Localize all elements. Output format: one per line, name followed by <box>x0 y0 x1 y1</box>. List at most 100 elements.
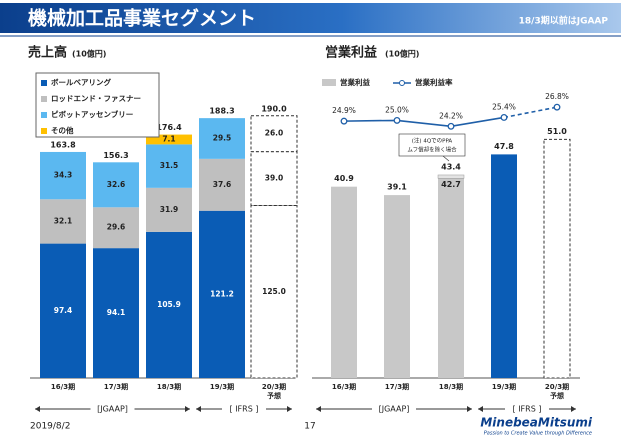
value-label: 31.5 <box>160 161 179 170</box>
note-text: (注) 4QでのPPA <box>412 137 453 145</box>
legend-swatch <box>41 128 47 134</box>
bar <box>331 186 357 378</box>
x-tick-label: 19/3期 <box>210 382 234 391</box>
period-label: [ IFRS ] <box>230 405 259 414</box>
bar-segment <box>250 151 298 206</box>
header-title: 機械加工品事業セグメント <box>28 7 256 30</box>
footer-date: 2019/8/2 <box>30 422 70 432</box>
value-label: 31.9 <box>160 205 179 214</box>
line-value-label: 24.2% <box>439 111 463 120</box>
legend-label: ピボットアッセンブリー <box>51 109 133 119</box>
chart-title: 売上高 <box>28 45 67 61</box>
bar <box>438 178 464 378</box>
bar-segment <box>199 158 245 211</box>
value-label: 51.0 <box>547 127 567 136</box>
total-label: 163.8 <box>50 140 76 149</box>
header-note: 18/3期以前はJGAAP <box>519 15 609 27</box>
value-label: 97.4 <box>54 306 73 315</box>
page-number: 17 <box>304 422 315 432</box>
value-label: 39.1 <box>387 183 407 192</box>
bar-segment <box>146 231 192 378</box>
legend-label: ボールベアリング <box>51 77 111 87</box>
line-value-label: 24.9% <box>332 106 356 115</box>
bar-segment <box>146 144 192 188</box>
value-label: 121.2 <box>210 289 234 298</box>
note-text: ムフ償却を除く場合 <box>407 146 457 154</box>
chart-unit: (10億円) <box>72 49 106 59</box>
chart-title: 営業利益 <box>325 45 377 61</box>
x-tick-label: 16/3期 <box>51 382 75 391</box>
period-label: [ IFRS ] <box>513 405 542 414</box>
period-label: [JGAAP] <box>97 405 128 414</box>
period-label-bg <box>505 403 549 415</box>
bar <box>543 138 571 379</box>
x-tick-label: 17/3期 <box>104 382 128 391</box>
legend-swatch <box>41 112 47 118</box>
legend-label: 営業利益 <box>340 77 370 87</box>
bar-segment <box>93 207 139 249</box>
value-label: 32.1 <box>54 216 73 225</box>
line-marker <box>393 116 401 124</box>
x-tick-note: 予想 <box>550 391 564 400</box>
bar-segment <box>40 199 86 244</box>
line-marker <box>500 114 508 121</box>
line-value-label: 25.4% <box>492 102 516 111</box>
bar <box>384 195 410 378</box>
legend-marker <box>399 80 405 86</box>
bar-segment <box>146 187 192 232</box>
total-label: 176.4 <box>156 123 182 132</box>
value-label: 32.6 <box>107 180 126 189</box>
line-forecast <box>503 106 558 119</box>
value-label: 37.6 <box>213 180 232 189</box>
value-label: 39.0 <box>265 174 284 183</box>
x-tick-note: 予想 <box>267 391 281 400</box>
bar-segment <box>199 210 245 378</box>
legend-swatch <box>41 80 47 86</box>
x-tick-label: 17/3期 <box>385 382 409 391</box>
period-label-bg <box>372 403 416 415</box>
total-label: 188.3 <box>209 107 234 116</box>
x-tick-label: 20/3期 <box>545 382 569 391</box>
line-value-label: 25.0% <box>385 105 409 114</box>
value-label: 7.1 <box>162 134 175 143</box>
x-tick-label: 20/3期 <box>262 382 286 391</box>
legend-label: 営業利益率 <box>415 77 453 87</box>
value-label: 42.7 <box>441 180 461 189</box>
note-pointer <box>442 155 450 162</box>
logo: MinebeaMitsumi <box>480 416 593 430</box>
line-marker <box>340 117 348 125</box>
total-label: 190.0 <box>261 104 287 113</box>
period-label: [JGAAP] <box>379 405 410 414</box>
note-box <box>398 133 466 157</box>
value-label: 26.0 <box>265 129 284 138</box>
bar-segment <box>250 115 298 153</box>
legend-swatch <box>322 79 336 86</box>
legend-swatch <box>41 96 47 102</box>
legend-label: その他 <box>51 125 74 135</box>
bar <box>491 154 517 378</box>
bar-segment <box>93 162 139 208</box>
x-tick-label: 18/3期 <box>439 382 463 391</box>
value-label: 105.9 <box>157 300 181 309</box>
value-label: 94.1 <box>107 308 126 317</box>
value-label: 47.8 <box>494 142 514 151</box>
line-marker <box>447 122 455 130</box>
value-label: 34.3 <box>54 171 73 180</box>
value-label: 125.0 <box>262 287 286 296</box>
value-label: 40.9 <box>334 174 354 183</box>
bar-segment <box>199 118 245 159</box>
total-label: 156.3 <box>103 151 128 160</box>
legend-box <box>35 72 160 138</box>
adjusted-bar <box>437 174 465 179</box>
bar-segment <box>146 134 192 145</box>
period-label-bg <box>222 403 266 415</box>
line-marker <box>553 103 561 111</box>
value-label: 29.5 <box>213 134 232 143</box>
x-tick-label: 16/3期 <box>332 382 356 391</box>
legend-label: ロッドエンド・ファスナー <box>51 94 141 103</box>
bar-segment <box>93 248 139 378</box>
line <box>343 116 505 128</box>
bar-segment <box>40 243 86 378</box>
value-label: 29.6 <box>107 223 126 232</box>
